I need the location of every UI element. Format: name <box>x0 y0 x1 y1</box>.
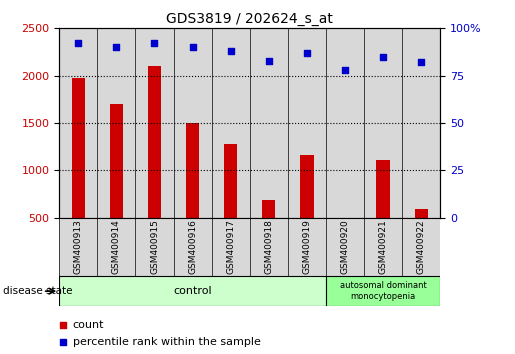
Point <box>112 45 121 50</box>
Text: autosomal dominant
monocytopenia: autosomal dominant monocytopenia <box>340 281 426 301</box>
Bar <box>59 218 97 276</box>
Point <box>227 48 235 54</box>
Bar <box>376 160 390 265</box>
Point <box>417 59 425 65</box>
Point <box>265 58 273 63</box>
Bar <box>174 218 212 276</box>
Point <box>74 41 82 46</box>
Point <box>59 322 67 328</box>
Bar <box>338 219 352 265</box>
Bar <box>250 28 288 218</box>
Bar <box>59 276 326 306</box>
Bar <box>402 28 440 218</box>
Text: GSM400917: GSM400917 <box>226 219 235 274</box>
Bar <box>148 66 161 265</box>
Bar <box>288 28 326 218</box>
Title: GDS3819 / 202624_s_at: GDS3819 / 202624_s_at <box>166 12 333 26</box>
Text: percentile rank within the sample: percentile rank within the sample <box>73 337 261 347</box>
Bar <box>364 28 402 218</box>
Text: GSM400921: GSM400921 <box>379 219 388 274</box>
Bar <box>288 218 326 276</box>
Bar <box>212 218 250 276</box>
Text: count: count <box>73 320 104 330</box>
Bar <box>97 218 135 276</box>
Text: GSM400922: GSM400922 <box>417 219 426 274</box>
Text: GSM400920: GSM400920 <box>340 219 350 274</box>
Bar <box>250 218 288 276</box>
Bar <box>326 276 440 306</box>
Bar <box>110 104 123 265</box>
Point <box>59 339 67 344</box>
Text: GSM400913: GSM400913 <box>74 219 83 274</box>
Bar <box>174 28 212 218</box>
Bar <box>72 78 85 265</box>
Bar <box>402 218 440 276</box>
Bar <box>364 218 402 276</box>
Text: GSM400914: GSM400914 <box>112 219 121 274</box>
Bar <box>224 144 237 265</box>
Point <box>150 41 159 46</box>
Bar <box>326 28 364 218</box>
Bar <box>97 28 135 218</box>
Point <box>341 67 349 73</box>
Point <box>379 54 387 59</box>
Text: GSM400915: GSM400915 <box>150 219 159 274</box>
Point <box>188 45 197 50</box>
Text: GSM400918: GSM400918 <box>264 219 273 274</box>
Text: GSM400916: GSM400916 <box>188 219 197 274</box>
Bar <box>135 28 174 218</box>
Text: disease state: disease state <box>3 286 72 296</box>
Bar <box>59 28 97 218</box>
Text: control: control <box>173 286 212 296</box>
Bar <box>186 123 199 265</box>
Bar <box>415 209 428 265</box>
Bar <box>326 218 364 276</box>
Bar <box>212 28 250 218</box>
Point <box>303 50 311 56</box>
Bar <box>262 200 276 265</box>
Text: GSM400919: GSM400919 <box>302 219 312 274</box>
Bar <box>300 155 314 265</box>
Bar <box>135 218 174 276</box>
